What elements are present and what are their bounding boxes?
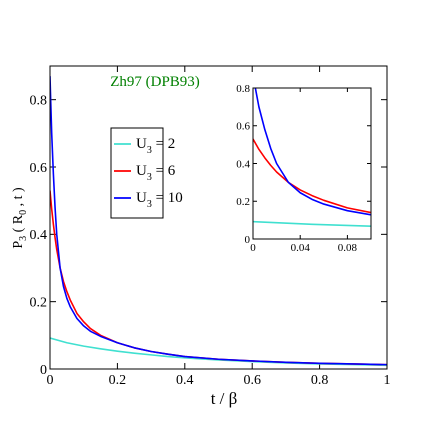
- main-plot-frame: [49, 65, 388, 370]
- legend: U3 = 2 U3 = 6 U3 = 10: [110, 127, 183, 219]
- legend-label-2: U3 = 6: [136, 163, 176, 183]
- x-axis-label: t / β: [211, 389, 238, 408]
- main-y-tick-label: 0.2: [30, 296, 48, 311]
- inset-series-line-3: [254, 88, 371, 216]
- main-plot: 0 0.2 0.4 0.6 0.8 1 0 0.2 0.4 0.6 0.8: [30, 65, 391, 388]
- main-series-line-1: [50, 337, 387, 367]
- main-y-tick-label: 0: [40, 363, 47, 378]
- inset-series-line-1: [253, 220, 371, 227]
- inset-y-tick-label: 0.2: [236, 196, 250, 208]
- y-axis-label-rest2: , t ): [11, 187, 26, 210]
- legend-label-1: U3 = 2: [136, 136, 175, 156]
- legend-box: [110, 127, 164, 219]
- inset-y-tick-label: 0: [245, 234, 251, 246]
- inset-x-tick-label: 0.04: [291, 242, 311, 254]
- main-x-tick-label: 1: [384, 373, 391, 388]
- main-y-tick-label: 0.8: [30, 94, 48, 109]
- inset-y-tick-label: 0.8: [236, 83, 250, 95]
- main-x-tick-label: 0: [47, 373, 54, 388]
- y-axis-label-sub2: 0: [18, 210, 29, 215]
- inset-x-tick-label: 0.08: [338, 242, 358, 254]
- inset-y-tick-label: 0.4: [236, 158, 250, 170]
- inset-plot-frame: [252, 87, 372, 240]
- main-series-line-3: [50, 76, 387, 366]
- y-axis-label-rest: ( R: [11, 214, 26, 236]
- inset-series-line-2: [253, 138, 371, 214]
- main-x-tick-label: 0.6: [243, 373, 261, 388]
- inset-plot: 0 0.04 0.08 0 0.2 0.4 0.6 0.8: [236, 83, 372, 254]
- legend-label-3: U3 = 10: [136, 190, 183, 210]
- inset-x-tick-label: 0: [250, 242, 256, 254]
- y-axis-label: P3 ( R0 , t ): [11, 187, 29, 249]
- main-series-line-2: [50, 190, 387, 366]
- y-axis-label-main: P: [11, 241, 26, 249]
- main-y-tick-label: 0.4: [30, 228, 48, 243]
- main-x-tick-label: 0.2: [109, 373, 127, 388]
- main-y-tick-label: 0.6: [30, 161, 48, 176]
- main-series-group: [50, 76, 387, 367]
- main-x-tick-label: 0.8: [311, 373, 329, 388]
- inset-y-tick-label: 0.6: [236, 121, 250, 133]
- y-axis-label-sub: 3: [18, 236, 29, 241]
- chart-annotation: Zh97 (DPB93): [110, 74, 200, 90]
- main-x-tick-label: 0.4: [176, 373, 194, 388]
- inset-series-group: [253, 88, 371, 227]
